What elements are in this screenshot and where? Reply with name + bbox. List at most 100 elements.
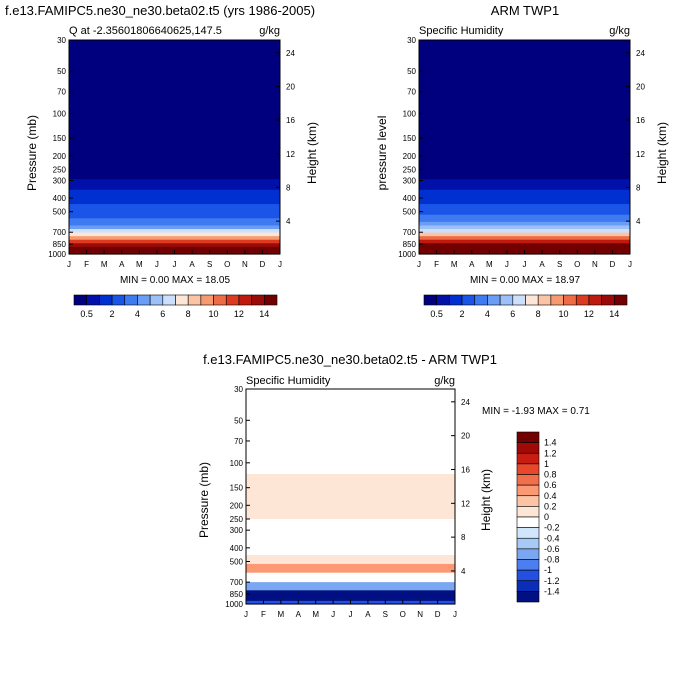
min-max-label: MIN = 0.00 MAX = 18.97: [470, 275, 580, 286]
y-tick-label: 250: [53, 165, 67, 174]
colorbar: 1.41.210.80.60.40.20-0.2-0.4-0.6-0.8-1-1…: [516, 431, 560, 603]
colorbar-label: 0: [544, 512, 549, 522]
units-label: g/kg: [609, 25, 630, 37]
field-cell: [69, 193, 280, 198]
field-cell: [69, 225, 280, 230]
chart-subtitle: Specific Humidity: [419, 25, 504, 37]
y-right-tick-label: 4: [286, 217, 291, 226]
field-cell: [419, 239, 630, 244]
y-axis-label: pressure level: [375, 116, 389, 191]
x-tick-label: O: [224, 260, 230, 269]
field-cell: [69, 200, 280, 205]
colorbar-label: -1.2: [544, 576, 560, 586]
x-tick-label: N: [592, 260, 598, 269]
field-band: [246, 563, 455, 574]
colorbar-label: 10: [559, 309, 569, 319]
field-cell: [69, 243, 280, 248]
plot-area: [419, 40, 630, 255]
y-right-tick-label: 24: [461, 398, 470, 407]
field-cell: [419, 193, 630, 198]
colorbar-box: [238, 294, 252, 306]
panel-model: f.e13.FAMIPC5.ne30_ne30.beta02.t5 (yrs 1…: [5, 3, 319, 319]
y-tick-label: 70: [234, 437, 243, 446]
y-axis-right-label: Height (km): [655, 122, 669, 184]
units-label: g/kg: [434, 375, 455, 387]
field-cell: [419, 57, 630, 62]
x-tick-label: A: [189, 260, 195, 269]
colorbar-box: [516, 527, 540, 539]
field-cell: [69, 214, 280, 219]
field-cell: [419, 129, 630, 134]
field-cell: [69, 50, 280, 55]
field-cell: [69, 157, 280, 162]
y-tick-label: 200: [53, 152, 67, 161]
colorbar: 0.5 2 4 6 8 10 12 14: [73, 294, 278, 319]
colorbar-box: [512, 294, 526, 306]
field-cell: [69, 79, 280, 84]
field-cell: [419, 79, 630, 84]
y-right-tick-label: 8: [461, 533, 466, 542]
field-cell: [419, 97, 630, 102]
y-tick-label: 250: [230, 515, 244, 524]
field-cell: [419, 50, 630, 55]
x-tick-label: O: [574, 260, 580, 269]
field-cell: [419, 200, 630, 205]
field-cell: [419, 61, 630, 66]
x-tick-label: J: [331, 610, 335, 619]
field-cell: [419, 132, 630, 137]
field-cell: [419, 150, 630, 155]
field-band: [246, 389, 455, 475]
y-right-tick-label: 20: [286, 82, 295, 91]
y-right-tick-label: 24: [636, 49, 645, 58]
colorbar-label: 0.5: [430, 309, 443, 319]
field-cell: [69, 40, 280, 45]
colorbar-box: [73, 294, 87, 306]
field-cell: [69, 154, 280, 159]
colorbar-box: [516, 537, 540, 550]
x-tick-label: J: [67, 260, 71, 269]
field-cell: [419, 136, 630, 141]
colorbar-label: 6: [510, 309, 515, 319]
field-cell: [419, 161, 630, 166]
x-tick-label: O: [400, 610, 406, 619]
y-tick-label: 70: [407, 88, 416, 97]
chart-subtitle: Q at -2.35601806640625,147.5: [69, 25, 222, 37]
field-cell: [419, 68, 630, 73]
field-cell: [69, 75, 280, 80]
field-cell: [69, 179, 280, 184]
y-tick-label: 400: [230, 544, 244, 553]
field-cell: [69, 43, 280, 48]
colorbar-box: [187, 294, 202, 306]
colorbar-label: 0.8: [544, 470, 557, 480]
field-band: [246, 582, 455, 591]
colorbar-box: [264, 294, 278, 306]
x-tick-label: J: [155, 260, 159, 269]
field-cell: [69, 246, 280, 252]
colorbar-box: [516, 431, 540, 443]
field-cell: [419, 246, 630, 252]
field-cell: [69, 164, 280, 169]
y-tick-label: 850: [53, 240, 67, 249]
x-tick-label: J: [173, 260, 177, 269]
field-cell: [419, 122, 630, 127]
field-band: [246, 555, 455, 565]
y-tick-label: 300: [403, 177, 417, 186]
field-cell: [419, 86, 630, 91]
y-right-tick-label: 20: [636, 82, 645, 91]
field-cell: [419, 100, 630, 105]
colorbar-box: [487, 294, 501, 306]
field-cell: [69, 114, 280, 120]
colorbar-box: [516, 442, 540, 454]
colorbar-label: -0.4: [544, 533, 560, 543]
chart-title: ARM TWP1: [491, 3, 559, 18]
colorbar-box: [614, 294, 628, 306]
colorbar-box: [516, 516, 540, 528]
y-tick-label: 30: [407, 36, 416, 45]
colorbar-box: [474, 294, 488, 306]
field-cell: [69, 150, 280, 155]
colorbar-box: [213, 294, 227, 306]
x-tick-label: D: [610, 260, 616, 269]
colorbar-box: [436, 294, 450, 306]
field-band: [246, 590, 455, 602]
